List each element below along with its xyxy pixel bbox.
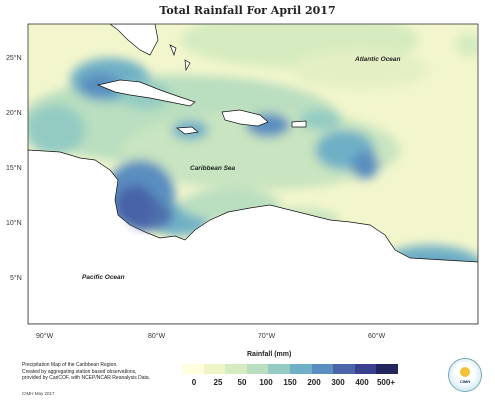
caribbean-sea-label: Caribbean Sea	[190, 165, 236, 172]
lat-tick: 20°N	[6, 109, 22, 117]
lat-tick: 15°N	[6, 164, 22, 172]
credit-text: Precipitation Map of the Caribbean Regio…	[22, 362, 172, 382]
lon-tick: 60°W	[368, 332, 386, 340]
lat-tick: 5°N	[10, 274, 22, 282]
lat-tick: 25°N	[6, 54, 22, 62]
map-frame	[27, 23, 479, 325]
legend-tick: 150	[283, 378, 297, 387]
legend-swatch	[225, 364, 247, 374]
legend-swatch	[268, 364, 290, 374]
legend-swatch	[354, 364, 377, 374]
legend-swatch	[246, 364, 269, 374]
logo-text: CIMH	[459, 379, 471, 384]
legend-colorbar	[182, 364, 398, 374]
cimh-logo-icon: CIMH	[448, 358, 482, 392]
pacific-ocean-label: Pacific Ocean	[82, 274, 125, 281]
credit-stamp: CIMH May 2017	[22, 391, 55, 396]
legend-ticks: 0 25 50 100 150 200 300 400 500+	[182, 378, 398, 390]
legend-tick: 200	[307, 378, 321, 387]
legend-tick: 500+	[376, 378, 396, 387]
credit-line: Created by aggregating station based obs…	[22, 368, 137, 375]
credit-line: provided by CariCOF, with NCEP/NCAR Rean…	[22, 375, 151, 381]
lon-tick: 80°W	[148, 332, 166, 340]
legend-tick: 400	[355, 378, 369, 387]
map-title: Total Rainfall For April 2017	[159, 4, 336, 17]
legend-swatch	[311, 364, 334, 374]
lon-tick: 70°W	[258, 332, 276, 340]
legend-tick: 50	[237, 378, 247, 387]
legend-swatch	[182, 364, 204, 374]
lon-tick: 90°W	[36, 332, 54, 340]
sun-icon	[460, 367, 470, 377]
legend-title: Rainfall (mm)	[247, 351, 292, 358]
legend-swatch	[203, 364, 226, 374]
legend-tick: 0	[191, 378, 197, 387]
legend-swatch	[333, 364, 355, 374]
legend-swatch	[376, 364, 398, 374]
legend-tick: 25	[213, 378, 223, 387]
legend-swatch	[289, 364, 312, 374]
lon-axis: 90°W 80°W 70°W 60°W	[36, 332, 386, 340]
legend-tick: 300	[331, 378, 345, 387]
credit-line: Precipitation Map of the Caribbean Regio…	[22, 362, 118, 368]
legend-tick: 100	[259, 378, 273, 387]
land-masses	[28, 24, 478, 324]
atlantic-ocean-label: Atlantic Ocean	[354, 56, 401, 63]
lat-axis: 25°N 20°N 15°N 10°N 5°N	[6, 54, 22, 282]
lat-tick: 10°N	[6, 219, 22, 227]
